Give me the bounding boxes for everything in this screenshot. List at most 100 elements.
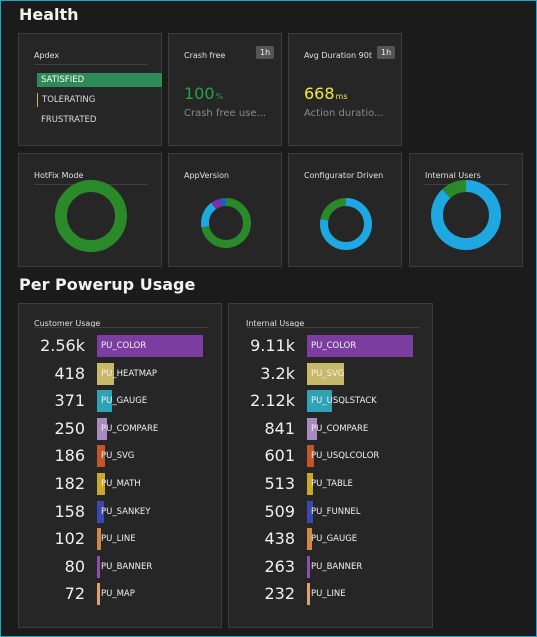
crash-free-value: 100% [184,84,224,103]
usage-bar[interactable] [307,390,332,413]
usage-bar[interactable] [307,335,413,357]
usage-label: PU_COMPARE [311,423,369,434]
usage-bar[interactable] [97,583,100,606]
powerup-section-title: Per Powerup Usage [19,275,196,294]
usage-value: 182 [54,474,85,493]
avg-duration-subtitle: Action duratio... [304,108,384,119]
usage-bar[interactable] [307,473,313,495]
avg-duration-value: 668ms [304,84,348,103]
internal-usage-title: Internal Usage [246,319,305,328]
crash-free-timeframe-badge[interactable]: 1h [256,46,275,59]
donut-segment[interactable] [55,180,127,252]
apdex-frustrated-label: FRUSTRATED [41,115,97,125]
health-section-title: Health [19,5,79,24]
usage-value: 841 [264,418,295,438]
usage-bar[interactable] [97,417,108,440]
donut-segment[interactable] [431,180,501,250]
usage-value: 513 [264,474,295,493]
internal-users-title: Internal Users [425,171,481,180]
apdex-satisfied-label: SATISFIED [41,75,85,85]
avg-duration-title: Avg Duration 90t [304,51,372,60]
usage-value: 438 [264,529,295,549]
usage-value: 2.12k [250,391,295,411]
usage-label: PU_LINE [311,589,346,600]
usage-bar[interactable] [97,555,101,578]
apdex-frustrated[interactable]: FRUSTRATED [37,113,162,127]
usage-label: PU_SANKEY [101,506,151,517]
crash-free-title: Crash free [184,51,226,60]
internal-usage-divider [246,327,420,328]
usage-value: 601 [264,446,295,466]
usage-label: PU_HEATMAP [101,368,157,379]
usage-value: 232 [264,584,295,604]
usage-label: PU_TABLE [311,479,353,489]
usage-label: PU_GAUGE [311,534,358,545]
usage-bar[interactable] [97,445,105,468]
hotfix-mode-tile[interactable]: HotFix Mode [18,153,162,267]
usage-bar[interactable] [97,390,113,413]
usage-bar[interactable] [97,362,115,385]
usage-value: 418 [54,363,85,383]
crash-free-subtitle: Crash free use... [184,108,267,119]
donut-segment[interactable] [320,198,372,250]
usage-label: PU_MAP [101,589,135,600]
apdex-tile[interactable]: Apdex SATISFIED TOLERATING FRUSTRATED [18,33,162,146]
usage-bar[interactable] [307,528,313,551]
apdex-tolerating[interactable]: TOLERATING [37,93,162,107]
usage-bar[interactable] [97,335,203,357]
usage-value: 158 [54,501,85,521]
customer-usage-title: Customer Usage [34,319,101,328]
usage-value: 102 [54,529,85,549]
usage-bar[interactable] [307,445,314,468]
app-version-donut-chart[interactable] [201,198,251,248]
usage-bar[interactable] [307,583,310,606]
crash-free-tile[interactable]: Crash free 1h 100% Crash free use... [168,33,282,146]
usage-label: PU_COLOR [101,341,147,351]
usage-bar[interactable] [97,473,105,495]
usage-value: 186 [54,446,85,466]
usage-value: 72 [64,584,85,604]
usage-label: PU_USQLCOLOR [311,451,380,462]
usage-label: PU_COMPARE [101,423,159,434]
donut-segment[interactable] [431,180,501,250]
usage-label: PU_SVG [101,451,135,462]
apdex-title-divider [34,64,148,65]
donut-segment[interactable] [201,198,251,248]
avg-duration-tile[interactable]: Avg Duration 90t 1h 668ms Action duratio… [288,33,402,146]
usage-label: PU_BANNER [311,561,363,572]
internal-usage-tile[interactable]: Internal Usage 9.11k PU_COLOR 3.2k PU_SVG 2.… [228,303,433,628]
usage-value: 9.11k [250,336,295,355]
usage-value: 3.2k [260,363,295,383]
configurator-driven-donut-chart[interactable] [320,198,372,250]
customer-usage-tile[interactable]: Customer Usage 2.56k PU_COLOR 418 PU_HEATMA… [18,303,222,628]
configurator-driven-tile[interactable]: Configurator Driven [288,153,402,267]
configurator-driven-title: Configurator Driven [304,171,384,180]
usage-value: 509 [264,501,295,521]
avg-duration-timeframe-badge[interactable]: 1h [377,46,396,59]
internal-users-donut-chart[interactable] [431,180,501,250]
usage-bar[interactable] [97,528,102,551]
usage-bar[interactable] [97,500,104,523]
hotfix-mode-donut-chart[interactable] [55,180,127,252]
usage-label: PU_LINE [101,534,136,545]
usage-bar[interactable] [307,362,345,385]
hotfix-mode-title: HotFix Mode [34,171,84,180]
apdex-tolerating-label: TOLERATING [42,95,96,105]
usage-label: PU_SVG [311,368,345,379]
apdex-satisfied[interactable]: SATISFIED [37,73,162,87]
usage-bar[interactable] [307,417,317,440]
donut-segment[interactable] [201,198,251,248]
usage-value: 250 [54,418,85,438]
usage-label: PU_USQLSTACK [311,396,377,407]
usage-bar[interactable] [307,500,313,523]
internal-users-tile[interactable]: Internal Users [409,153,523,267]
app-version-tile[interactable]: AppVersion [168,153,282,267]
usage-label: PU_FUNNEL [311,506,361,517]
usage-label: PU_GAUGE [101,396,148,407]
usage-value: 80 [64,556,85,576]
usage-value: 371 [54,391,85,411]
app-version-title: AppVersion [184,171,230,180]
usage-label: PU_COLOR [311,341,357,351]
usage-bar[interactable] [307,555,311,578]
usage-label: PU_MATH [101,479,141,489]
